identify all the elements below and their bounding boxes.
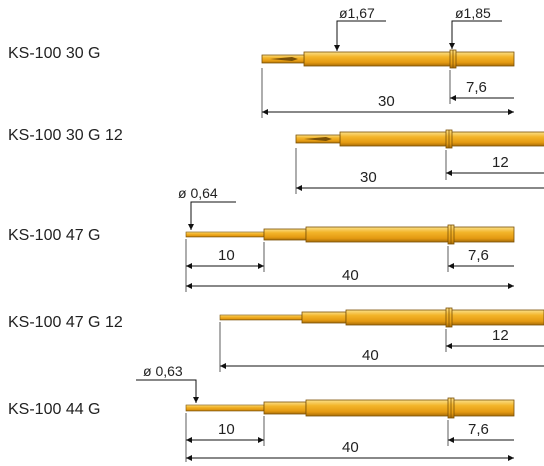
- probe-ks-100-47-g-12: KS-100 47 G 12 12 40: [8, 307, 544, 372]
- dimension-label: 40: [342, 439, 359, 456]
- dimension-line: 7,6: [448, 421, 514, 443]
- dimension-line: 12: [446, 154, 544, 176]
- probe-body: [261, 49, 515, 69]
- dimension-line: 40: [186, 267, 514, 289]
- diameter-callout: ø 0,64: [178, 185, 236, 230]
- model-label: KS-100 30 G: [8, 45, 101, 62]
- dimension-line: 10: [186, 421, 264, 443]
- dimension-line: 30: [262, 93, 514, 115]
- diameter-label: ø 0,63: [143, 363, 183, 379]
- probe-body: [185, 397, 515, 419]
- probe-ks-100-47-g: KS-100 47 G ø 0,64 10 7,6 40: [8, 185, 515, 292]
- model-label: KS-100 44 G: [8, 401, 101, 418]
- dimension-line: 7,6: [448, 247, 514, 269]
- dimension-line: 10: [186, 247, 264, 269]
- probe-ks-100-30-g-12: KS-100 30 G 12 12 30: [8, 127, 544, 194]
- dimension-label: 30: [378, 93, 395, 110]
- dimension-label: 10: [218, 247, 235, 264]
- dimension-label: 12: [492, 327, 509, 344]
- probe-body: [295, 129, 544, 149]
- dimension-label: 7,6: [468, 247, 489, 264]
- dimension-label: 40: [362, 347, 379, 364]
- model-label: KS-100 47 G 12: [8, 314, 123, 331]
- dimension-line: 7,6: [450, 79, 514, 101]
- probe-ks-100-30-g: KS-100 30 G ø1,67 ø1,85 7,6 30: [8, 5, 515, 118]
- diameter-callout: ø1,67: [334, 5, 386, 51]
- model-label: KS-100 30 G 12: [8, 127, 123, 144]
- diameter-label: ø 0,64: [178, 185, 218, 201]
- probe-body: [219, 307, 544, 328]
- dimension-line: 30: [296, 169, 544, 191]
- dimension-label: 7,6: [466, 79, 487, 96]
- dimension-label: 40: [342, 267, 359, 284]
- diameter-label: ø1,67: [339, 5, 375, 21]
- dimension-line: 12: [446, 327, 544, 349]
- dimension-label: 30: [360, 169, 377, 186]
- diameter-callout: ø1,85: [449, 5, 502, 49]
- probe-body: [185, 224, 515, 245]
- probe-ks-100-44-g: KS-100 44 G ø 0,63 10 7,6 40: [8, 363, 515, 462]
- dimension-label: 10: [218, 421, 235, 438]
- dimension-label: 12: [492, 154, 509, 171]
- diameter-callout: ø 0,63: [136, 363, 199, 403]
- dimension-line: 40: [186, 439, 514, 461]
- model-label: KS-100 47 G: [8, 227, 101, 244]
- dimension-label: 7,6: [468, 421, 489, 438]
- dimension-line: 40: [220, 347, 544, 369]
- diameter-label: ø1,85: [455, 5, 491, 21]
